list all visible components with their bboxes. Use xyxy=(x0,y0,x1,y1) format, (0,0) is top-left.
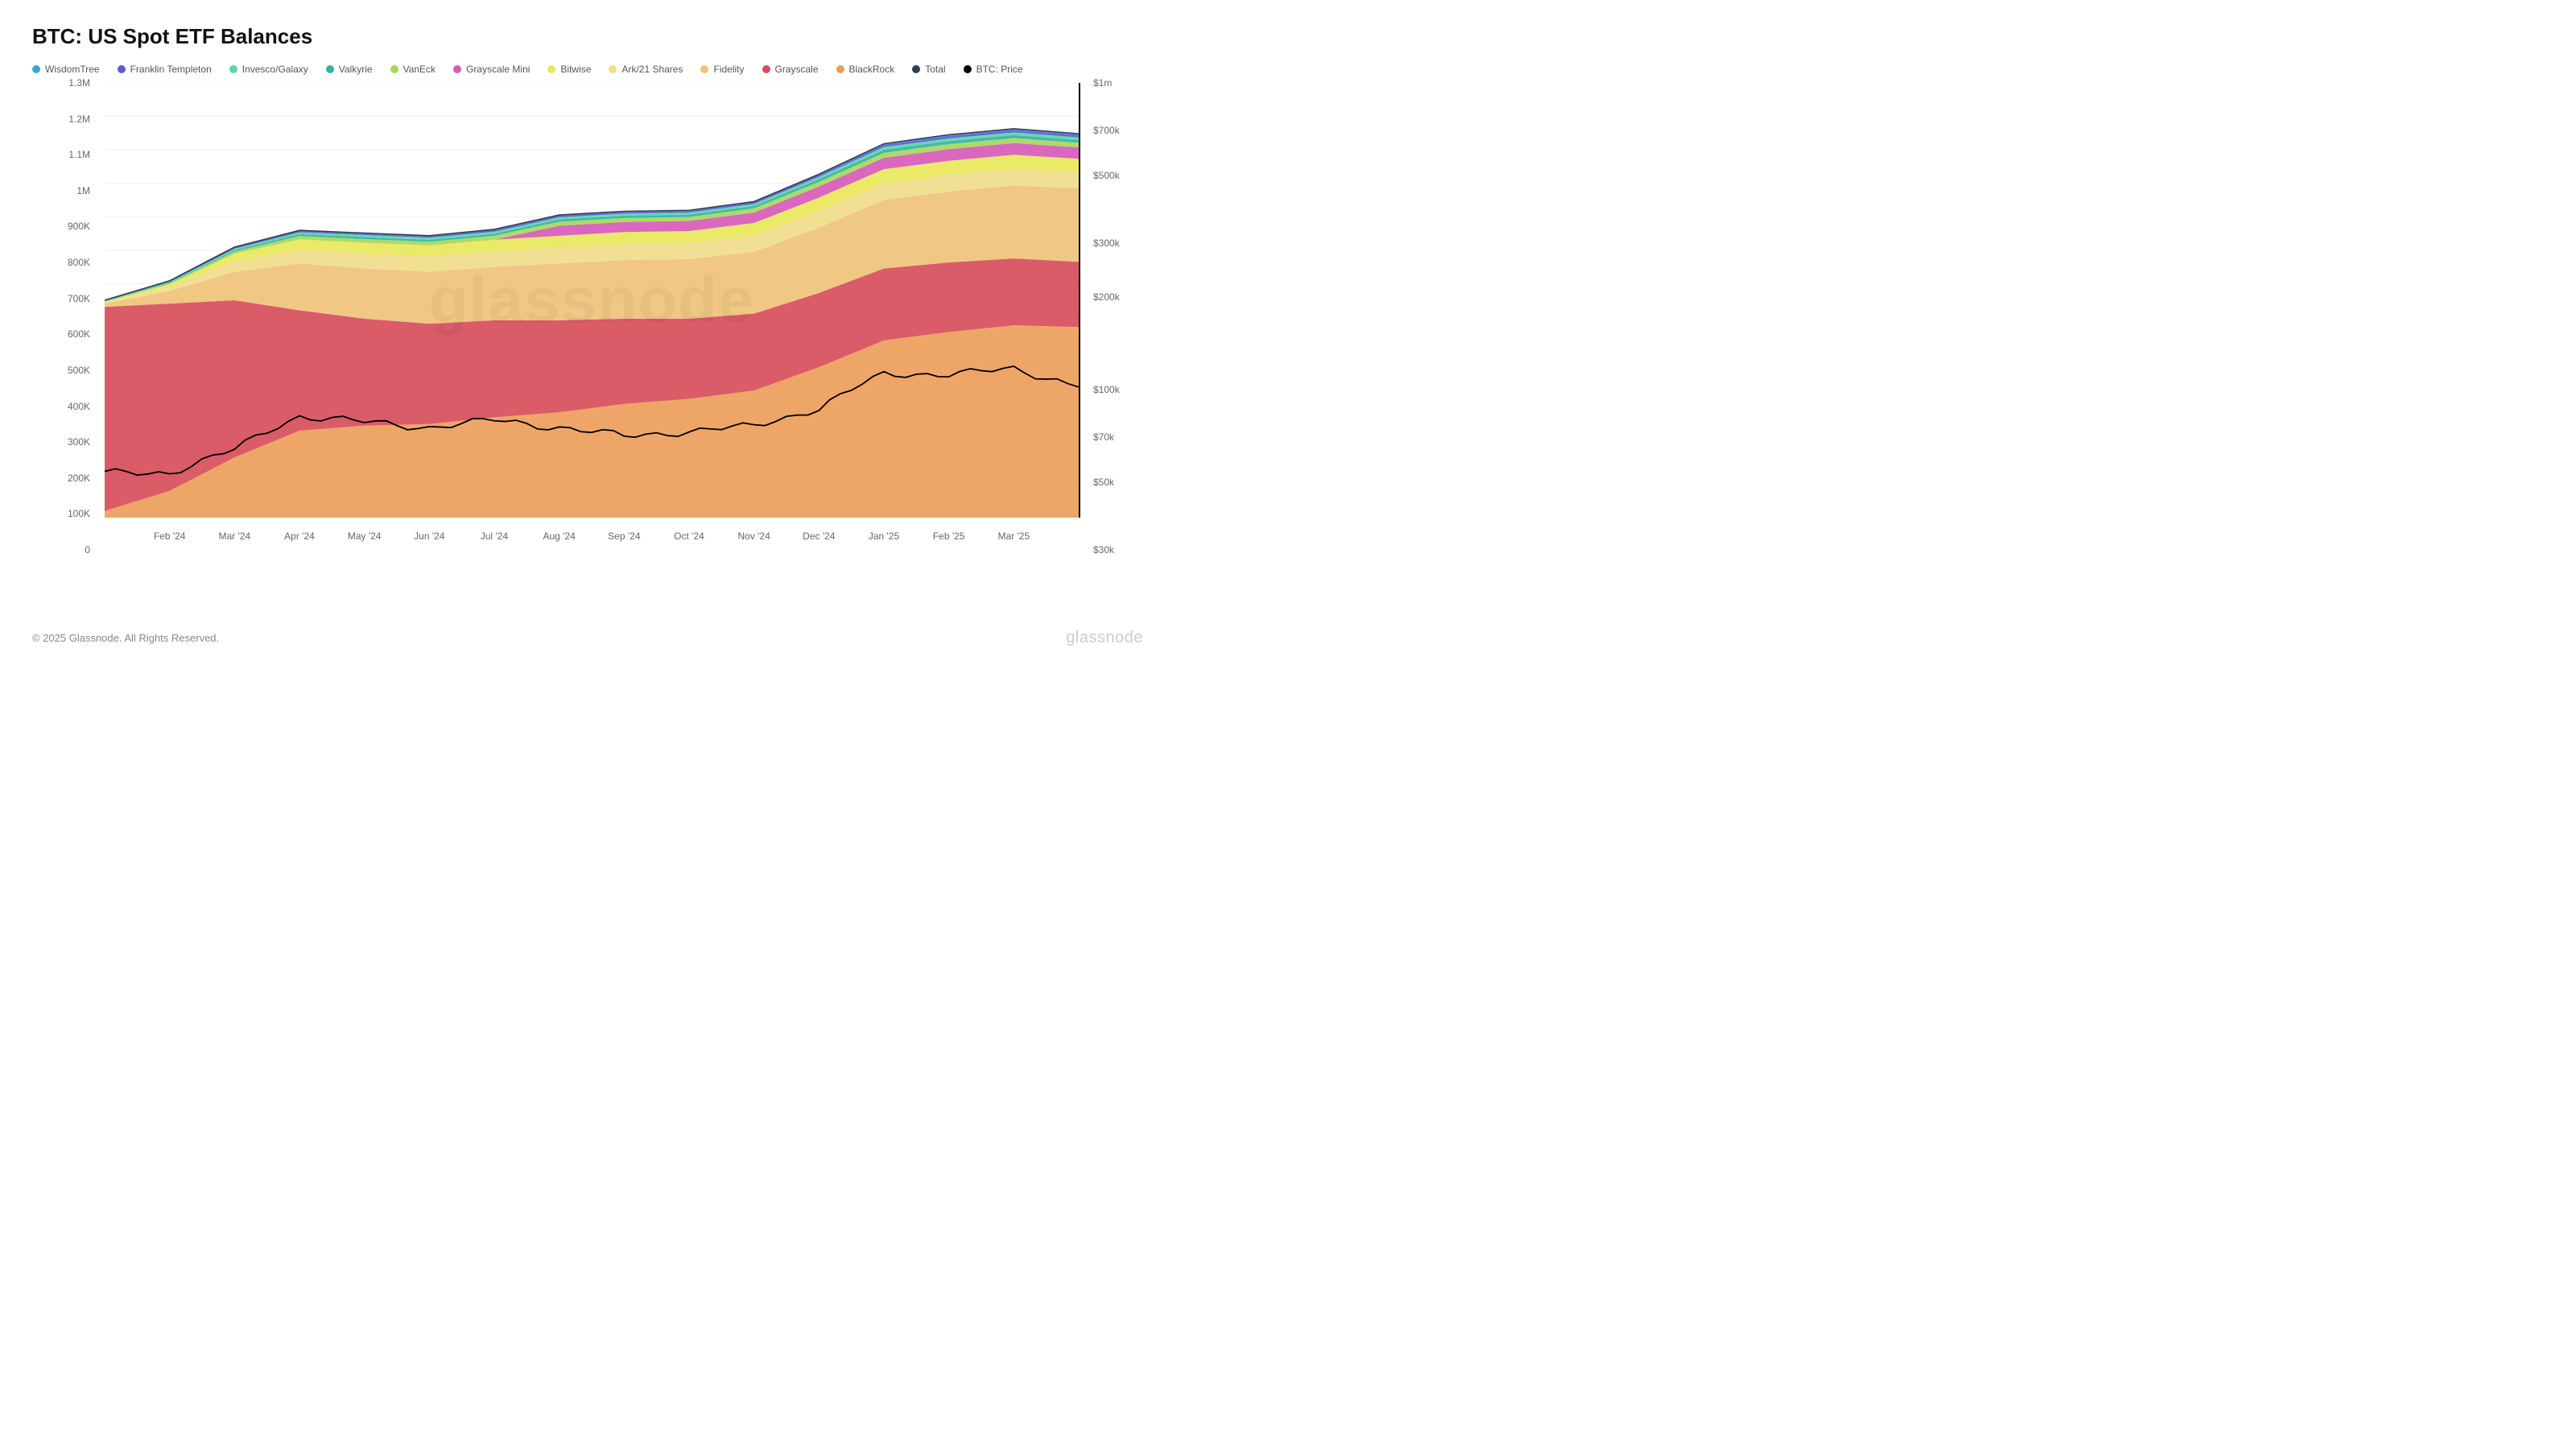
y-right-tick: $100k xyxy=(1087,384,1143,395)
legend-item[interactable]: Bitwise xyxy=(547,64,591,75)
x-axis: Feb '24 Mar '24 Apr '24 May '24 Jun '24 Jul '… xyxy=(105,526,1079,550)
legend-label: WisdomTree xyxy=(45,64,100,75)
legend-label: Valkyrie xyxy=(339,64,373,75)
brand-logo: glassnode xyxy=(1066,629,1143,647)
x-tick: Oct '24 xyxy=(674,530,704,542)
legend-label: VanEck xyxy=(403,64,436,75)
x-tick: Mar '25 xyxy=(998,530,1030,542)
y-right-tick: $300k xyxy=(1087,237,1143,249)
x-tick: Dec '24 xyxy=(803,530,835,542)
legend-label: Bitwise xyxy=(560,64,591,75)
y-right-tick: $30k xyxy=(1087,544,1143,555)
legend-swatch xyxy=(762,65,770,73)
y-axis-right-bar xyxy=(1079,83,1080,518)
plot-area[interactable]: glassnode xyxy=(105,83,1079,518)
y-left-tick: 800K xyxy=(32,257,97,268)
y-left-tick: 600K xyxy=(32,328,97,340)
x-tick: May '24 xyxy=(348,530,382,542)
legend-item[interactable]: Grayscale Mini xyxy=(453,64,530,75)
legend-swatch xyxy=(964,65,972,73)
x-tick: Apr '24 xyxy=(284,530,315,542)
legend-label: Grayscale xyxy=(775,64,819,75)
legend-item[interactable]: Franklin Templeton xyxy=(118,64,212,75)
legend-swatch xyxy=(118,65,126,73)
legend-item[interactable]: Grayscale xyxy=(762,64,819,75)
legend-label: Invesco/Galaxy xyxy=(242,64,308,75)
x-tick: Feb '25 xyxy=(933,530,965,542)
x-tick: Feb '24 xyxy=(154,530,186,542)
legend-label: Grayscale Mini xyxy=(466,64,530,75)
chart-area: 0100K200K300K400K500K600K700K800K900K1M1… xyxy=(32,83,1143,550)
legend: WisdomTree Franklin Templeton Invesco/Gala… xyxy=(32,64,1143,75)
y-right-tick: $200k xyxy=(1087,291,1143,303)
legend-swatch xyxy=(912,65,920,73)
legend-label: Franklin Templeton xyxy=(130,64,212,75)
legend-swatch xyxy=(609,65,617,73)
legend-item[interactable]: Total xyxy=(912,64,945,75)
x-tick: Jun '24 xyxy=(414,530,444,542)
x-tick: Nov '24 xyxy=(738,530,770,542)
chart-title: BTC: US Spot ETF Balances xyxy=(32,24,1143,49)
legend-item[interactable]: Fidelity xyxy=(700,64,744,75)
y-left-tick: 900K xyxy=(32,221,97,232)
y-axis-left: 0100K200K300K400K500K600K700K800K900K1M1… xyxy=(32,83,97,550)
legend-swatch xyxy=(836,65,844,73)
x-tick: Mar '24 xyxy=(219,530,251,542)
y-left-tick: 400K xyxy=(32,401,97,412)
y-left-tick: 1.3M xyxy=(32,77,97,89)
legend-swatch xyxy=(229,65,237,73)
y-right-tick: $500k xyxy=(1087,170,1143,181)
x-tick: Aug '24 xyxy=(543,530,575,542)
y-right-tick: $700k xyxy=(1087,125,1143,136)
copyright-text: © 2025 Glassnode. All Rights Reserved. xyxy=(32,632,219,644)
legend-swatch xyxy=(326,65,334,73)
legend-item[interactable]: BTC: Price xyxy=(964,64,1023,75)
y-left-tick: 1.2M xyxy=(32,114,97,125)
legend-item[interactable]: VanEck xyxy=(390,64,436,75)
legend-item[interactable]: Ark/21 Shares xyxy=(609,64,683,75)
legend-item[interactable]: WisdomTree xyxy=(32,64,100,75)
legend-swatch xyxy=(700,65,708,73)
legend-item[interactable]: Valkyrie xyxy=(326,64,373,75)
y-left-tick: 500K xyxy=(32,365,97,376)
x-tick: Jan '25 xyxy=(869,530,899,542)
legend-label: BlackRock xyxy=(849,64,895,75)
x-tick: Jul '24 xyxy=(481,530,508,542)
y-left-tick: 100K xyxy=(32,508,97,519)
y-left-tick: 300K xyxy=(32,436,97,448)
legend-swatch xyxy=(390,65,398,73)
y-axis-right: $30k$50k$70k$100k$200k$300k$500k$700k$1m xyxy=(1087,83,1143,550)
legend-label: Ark/21 Shares xyxy=(621,64,683,75)
legend-swatch xyxy=(547,65,555,73)
legend-item[interactable]: Invesco/Galaxy xyxy=(229,64,308,75)
footer: © 2025 Glassnode. All Rights Reserved. g… xyxy=(32,629,1143,647)
y-left-tick: 0 xyxy=(32,544,97,555)
legend-item[interactable]: BlackRock xyxy=(836,64,895,75)
y-left-tick: 1M xyxy=(32,185,97,196)
legend-swatch xyxy=(453,65,461,73)
y-left-tick: 1.1M xyxy=(32,149,97,160)
legend-label: Total xyxy=(925,64,945,75)
y-right-tick: $50k xyxy=(1087,477,1143,488)
y-right-tick: $1m xyxy=(1087,77,1143,89)
legend-label: BTC: Price xyxy=(976,64,1023,75)
x-tick: Sep '24 xyxy=(608,530,640,542)
y-left-tick: 700K xyxy=(32,293,97,304)
chart-container: BTC: US Spot ETF Balances WisdomTree Fran… xyxy=(0,0,1175,660)
legend-label: Fidelity xyxy=(713,64,744,75)
y-left-tick: 200K xyxy=(32,473,97,484)
legend-swatch xyxy=(32,65,40,73)
y-right-tick: $70k xyxy=(1087,431,1143,443)
